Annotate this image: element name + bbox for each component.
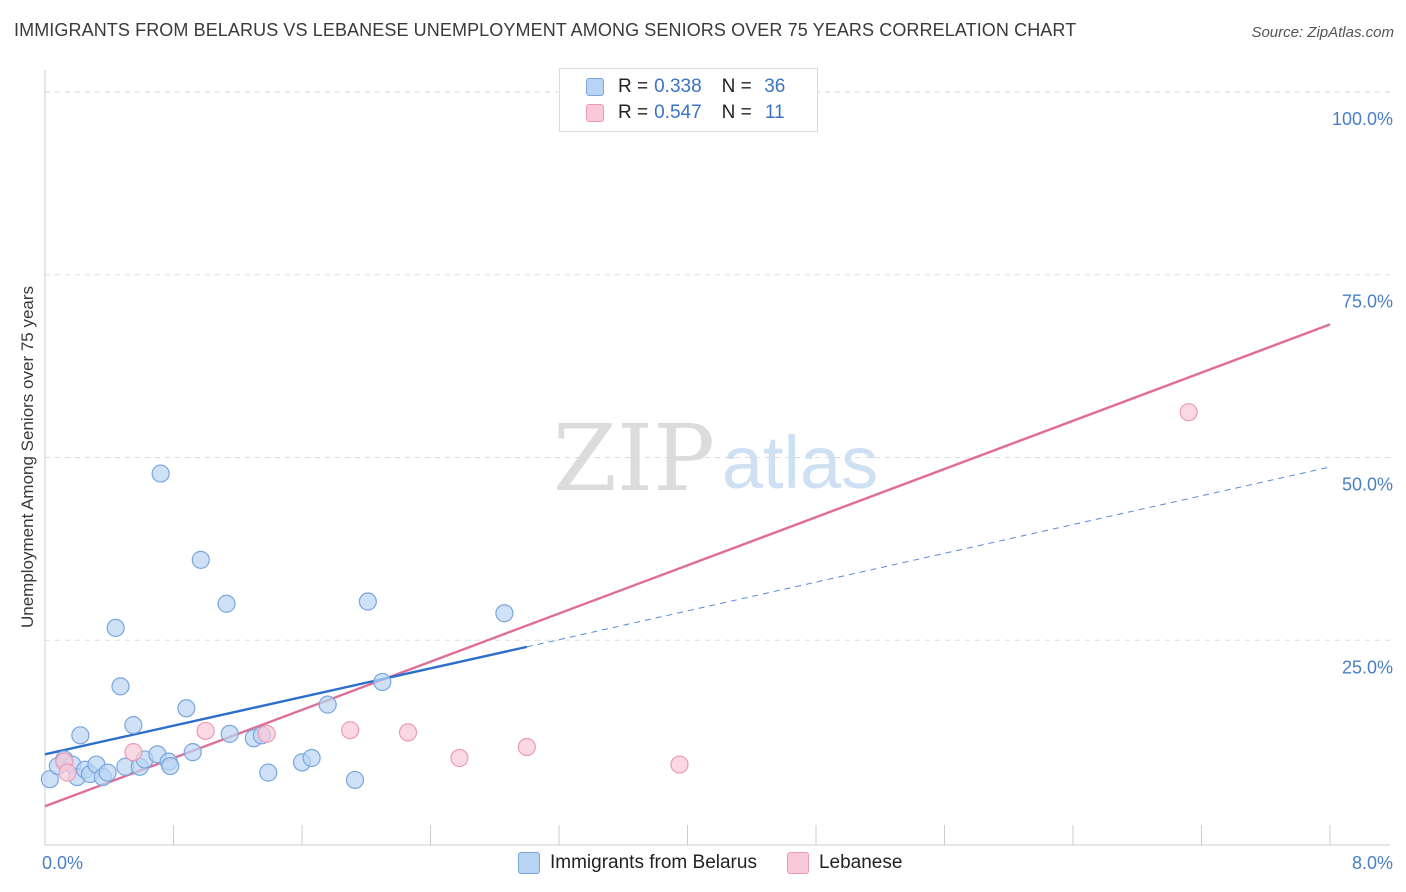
series-name-lebanese: Lebanese xyxy=(818,852,903,873)
y-tick-label: 50.0% xyxy=(1342,475,1393,495)
lebanese-point xyxy=(1179,403,1198,422)
belarus-point xyxy=(177,699,196,718)
belarus-point xyxy=(40,770,59,789)
stats-legend: R = 0.338 N = 36 R = 0.547 N = 11 xyxy=(559,68,818,132)
lebanese-point xyxy=(196,721,215,741)
legend-row-belarus: R = 0.338 N = 36 xyxy=(586,75,790,99)
axis-layer xyxy=(44,70,1390,846)
belarus-point xyxy=(183,743,202,762)
belarus-trend-extension xyxy=(526,466,1331,648)
grid-layer xyxy=(45,91,1390,641)
watermark-zip: ZIP xyxy=(553,405,715,512)
belarus-point xyxy=(373,672,392,692)
belarus-point xyxy=(151,464,170,483)
legend-r-label: R = xyxy=(618,102,649,123)
belarus-point xyxy=(220,724,239,743)
belarus-point xyxy=(98,763,117,782)
y-tick-label: 25.0% xyxy=(1342,657,1393,677)
trend-layer xyxy=(44,323,1331,808)
lebanese-point xyxy=(341,721,360,740)
belarus-point xyxy=(217,594,236,613)
lebanese-point xyxy=(517,737,536,757)
legend-n-value-lebanese: 11 xyxy=(764,102,785,123)
legend-n-label: N = xyxy=(721,76,752,97)
series-legend-belarus[interactable]: Immigrants from Belarus xyxy=(518,852,757,874)
legend-r-value-lebanese: 0.547 xyxy=(654,102,702,123)
legend-r-value-belarus: 0.338 xyxy=(654,76,702,97)
belarus-point xyxy=(318,695,337,714)
point-layer xyxy=(40,403,1198,790)
watermark-atlas: atlas xyxy=(722,421,878,504)
series-legend: Immigrants from Belarus Lebanese xyxy=(518,852,932,874)
belarus-point xyxy=(358,592,377,611)
x-tick-label: 8.0% xyxy=(1352,853,1393,873)
series-name-belarus: Immigrants from Belarus xyxy=(550,852,757,873)
belarus-point xyxy=(124,715,143,735)
belarus-point xyxy=(71,726,90,745)
y-tick-label: 75.0% xyxy=(1342,292,1393,312)
belarus-point xyxy=(161,756,180,776)
belarus-point xyxy=(106,618,125,637)
belarus-trend-line xyxy=(44,645,528,756)
series-legend-lebanese[interactable]: Lebanese xyxy=(786,852,903,874)
y-axis-label: Unemployment Among Seniors over 75 years xyxy=(18,286,37,628)
legend-n-value-belarus: 36 xyxy=(764,76,786,97)
belarus-point xyxy=(111,677,130,696)
legend-swatch-belarus xyxy=(586,78,604,96)
legend-swatch-lebanese xyxy=(586,104,604,122)
lebanese-point xyxy=(124,743,143,762)
belarus-point xyxy=(191,550,210,569)
belarus-point xyxy=(345,770,365,790)
lebanese-point xyxy=(670,755,689,774)
source-label: Source: ZipAtlas.com xyxy=(1251,24,1394,41)
legend-n-label: N = xyxy=(721,102,752,123)
lebanese-trend-line xyxy=(44,323,1331,808)
legend-row-lebanese: R = 0.547 N = 11 xyxy=(586,101,790,125)
tick-layer: 25.0% 50.0% 75.0% 100.0% 0.0% 8.0% xyxy=(42,109,1393,873)
lebanese-point xyxy=(257,724,276,743)
series-swatch-lebanese xyxy=(786,852,809,874)
series-swatch-belarus xyxy=(518,852,540,874)
chart-title: IMMIGRANTS FROM BELARUS VS LEBANESE UNEM… xyxy=(14,20,1077,40)
belarus-point xyxy=(302,748,321,768)
lebanese-point xyxy=(58,763,77,782)
belarus-point xyxy=(259,763,278,782)
lebanese-point xyxy=(450,748,469,768)
belarus-point xyxy=(495,604,514,623)
x-tick-label: 0.0% xyxy=(42,853,83,873)
legend-r-label: R = xyxy=(618,76,649,97)
y-tick-label: 100.0% xyxy=(1332,109,1393,129)
lebanese-point xyxy=(398,723,418,742)
